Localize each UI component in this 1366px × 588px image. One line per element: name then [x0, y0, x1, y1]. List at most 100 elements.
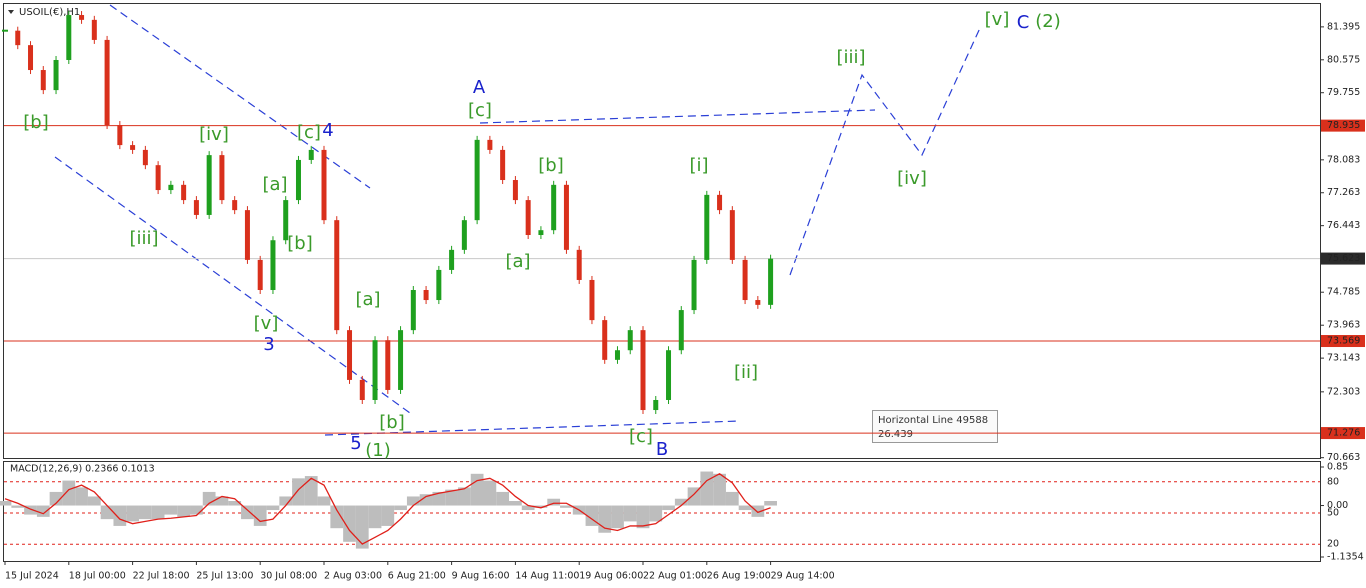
macd-bar: [560, 505, 573, 508]
macd-bar: [343, 505, 356, 542]
wave-label: [v]: [254, 313, 279, 334]
channel-line: [109, 4, 371, 189]
macd-bar: [509, 500, 522, 506]
wave-label: [v]: [985, 9, 1010, 30]
price-label: 73.569: [1327, 336, 1360, 347]
level-label: 50: [1327, 508, 1339, 519]
price-label-box: [1321, 252, 1365, 265]
wave-label: [i]: [689, 155, 708, 176]
x-tick-label: 9 Aug 16:00: [452, 571, 510, 582]
macd-bar: [687, 487, 701, 506]
menu-arrow[interactable]: [8, 10, 14, 14]
wave-label: [c]: [468, 100, 492, 121]
macd-bar: [419, 494, 433, 506]
x-tick-label: 22 Aug 01:00: [643, 571, 707, 582]
macd-bar: [266, 505, 280, 511]
wave-label: [b]: [538, 155, 563, 176]
price-label: 78.935: [1327, 120, 1360, 131]
price-label-box: [1321, 119, 1365, 132]
macd-bar: [151, 505, 165, 520]
macd-bar: [355, 505, 369, 549]
wave-label: [c]: [629, 426, 653, 447]
x-tick-label: 14 Aug 11:00: [515, 571, 579, 582]
macd-bar: [738, 505, 752, 511]
x-tick-label: 25 Jul 13:00: [196, 571, 253, 582]
wave-label: 3: [263, 334, 274, 355]
y-tick-label: -1.1354: [1327, 552, 1364, 563]
price-label: 71.276: [1327, 428, 1360, 439]
macd-bar: [534, 505, 548, 508]
macd-bar: [432, 491, 446, 506]
macd-bar: [674, 498, 688, 506]
macd-bar: [164, 505, 178, 515]
x-tick-label: 26 Aug 19:00: [707, 571, 771, 582]
macd-bar: [304, 476, 318, 506]
y-tick-label: 0.85: [1327, 462, 1348, 473]
macd-bar: [751, 505, 765, 517]
wave-label: [a]: [505, 251, 530, 272]
level-label: 80: [1327, 476, 1339, 487]
wave-label: [iv]: [199, 124, 229, 145]
wave-label: 5: [350, 433, 361, 454]
y-tick-label: 81.395: [1327, 21, 1360, 32]
y-tick-label: 76.443: [1327, 220, 1360, 231]
x-tick-label: 15 Jul 2024: [5, 571, 59, 582]
x-tick-label: 18 Jul 00:00: [69, 571, 126, 582]
macd-bar: [547, 498, 561, 506]
macd-bar: [113, 505, 127, 526]
y-tick-label: 80.575: [1327, 54, 1360, 65]
macd-bar: [623, 505, 637, 522]
trend-line: [479, 109, 876, 124]
macd-bar: [177, 505, 191, 517]
macd-bar: [75, 487, 88, 506]
macd-bar: [138, 505, 152, 520]
macd-bar: [406, 496, 420, 506]
macd-bar: [496, 491, 510, 506]
y-tick-label: 77.263: [1327, 187, 1360, 198]
macd-bar: [381, 505, 395, 526]
x-tick-label: 29 Aug 14:00: [771, 571, 835, 582]
macd-bar: [713, 473, 726, 506]
wave-label: [a]: [355, 289, 380, 310]
macd-bar: [317, 496, 331, 506]
y-tick-label: 72.303: [1327, 386, 1360, 397]
macd-bar: [62, 480, 76, 506]
macd-bar: [292, 478, 305, 506]
macd-bar: [764, 500, 777, 506]
price-label-box: [1321, 427, 1365, 440]
wave-label: B: [656, 439, 668, 460]
signal-line: [4, 473, 771, 545]
macd-bar: [611, 505, 624, 529]
wave-label: [b]: [23, 112, 48, 133]
macd-bar: [394, 505, 407, 511]
wave-label: [c]: [297, 122, 321, 143]
macd-bar: [87, 496, 101, 506]
y-tick-label: 79.755: [1327, 87, 1360, 98]
macd-bar: [636, 505, 650, 529]
macd-bar: [368, 505, 382, 529]
wave-label: [iii]: [836, 47, 865, 68]
y-tick-label: 74.785: [1327, 287, 1360, 298]
projection-path: [789, 27, 981, 276]
wave-label: [ii]: [734, 362, 758, 383]
macd-bar: [11, 505, 25, 508]
x-tick-label: 19 Aug 06:00: [579, 571, 643, 582]
macd-bar: [253, 505, 267, 526]
current-price-label: 75.623: [1327, 253, 1360, 264]
tooltip-box: [872, 410, 998, 443]
macd-bar: [725, 491, 739, 506]
macd-bar: [457, 487, 471, 506]
wave-label: [b]: [287, 233, 312, 254]
wave-label: (2): [1035, 11, 1061, 32]
tooltip: Horizontal Line 49588 26.439: [872, 410, 998, 443]
wave-label: C: [1017, 12, 1030, 33]
y-tick-label: 0.00: [1327, 500, 1348, 511]
level-label: 20: [1327, 539, 1339, 550]
macd-title: MACD(12,26,9) 0.2366 0.1013: [10, 464, 155, 475]
price-label-box: [1321, 335, 1365, 348]
y-tick-label: 70.663: [1327, 452, 1360, 463]
macd-bar: [330, 505, 344, 529]
macd-bar: [241, 505, 254, 520]
macd-bar: [190, 505, 203, 515]
macd-bar: [100, 505, 114, 520]
